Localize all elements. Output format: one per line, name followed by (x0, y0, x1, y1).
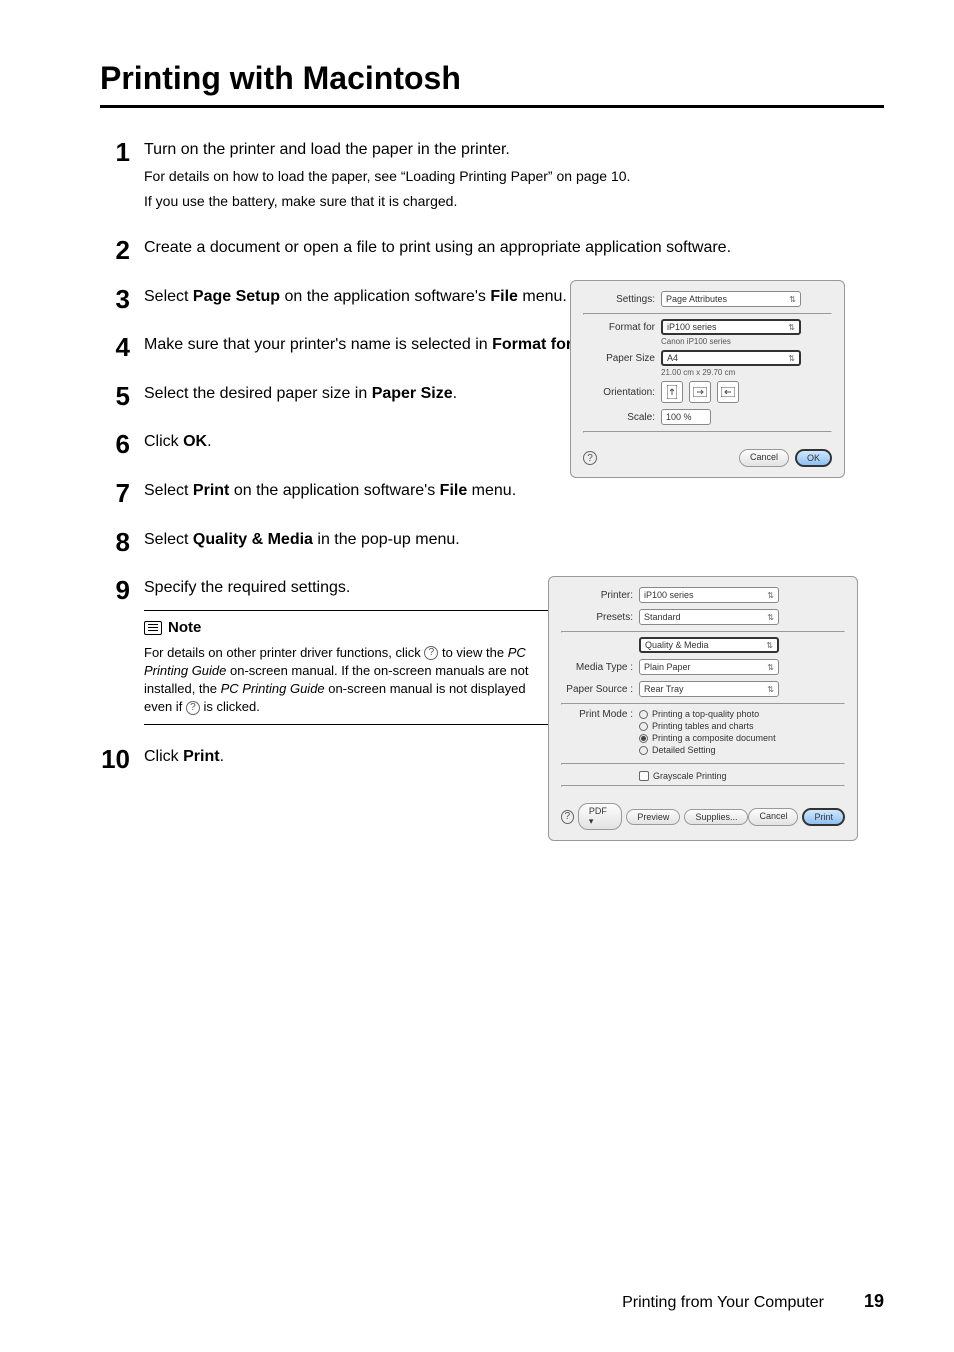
step-1: 1 Turn on the printer and load the paper… (100, 138, 884, 216)
paper-source-label: Paper Source : (561, 684, 633, 695)
cancel-button[interactable]: Cancel (748, 808, 798, 826)
media-type-select[interactable]: Plain Paper⇅ (639, 659, 779, 675)
step-number: 3 (100, 285, 144, 314)
settings-label: Settings: (583, 294, 655, 305)
format-for-select[interactable]: iP100 series⇅ (661, 319, 801, 335)
format-for-subtext: Canon iP100 series (661, 337, 832, 346)
step-number: 8 (100, 528, 144, 557)
supplies-button[interactable]: Supplies... (684, 809, 748, 825)
step-subtext: If you use the battery, make sure that i… (144, 191, 884, 212)
step-number: 9 (100, 576, 144, 725)
page-setup-dialog: Settings: Page Attributes⇅ Format for iP… (570, 280, 845, 478)
print-dialog: Printer: iP100 series⇅ Presets: Standard… (548, 576, 858, 841)
step-text: Specify the required settings. (144, 576, 584, 600)
step-number: 2 (100, 236, 144, 265)
help-icon: ? (186, 701, 200, 715)
step-text: Create a document or open a file to prin… (144, 236, 884, 260)
step-text: Select Quality & Media in the pop-up men… (144, 528, 584, 552)
settings-select[interactable]: Page Attributes⇅ (661, 291, 801, 307)
page-number: 19 (864, 1291, 884, 1312)
format-for-label: Format for (583, 322, 655, 333)
print-mode-radio-3[interactable]: Printing a composite document (639, 733, 776, 743)
step-number: 10 (100, 745, 144, 774)
page-footer: Printing from Your Computer 19 (100, 1291, 884, 1312)
note-label: Note (168, 617, 201, 640)
orientation-label: Orientation: (583, 387, 655, 398)
step-text: Select Print on the application software… (144, 479, 584, 503)
pdf-button[interactable]: PDF ▾ (578, 803, 623, 830)
print-mode-radio-1[interactable]: Printing a top-quality photo (639, 709, 776, 719)
step-text: Click OK. (144, 430, 584, 454)
step-7: 7 Select Print on the application softwa… (100, 479, 884, 508)
panel-select[interactable]: Quality & Media⇅ (639, 637, 779, 653)
step-number: 5 (100, 382, 144, 411)
media-type-label: Media Type : (561, 662, 633, 673)
print-mode-radio-2[interactable]: Printing tables and charts (639, 721, 776, 731)
footer-section: Printing from Your Computer (622, 1294, 824, 1312)
printer-select[interactable]: iP100 series⇅ (639, 587, 779, 603)
help-icon: ? (424, 646, 438, 660)
step-8: 8 Select Quality & Media in the pop-up m… (100, 528, 884, 557)
presets-select[interactable]: Standard⇅ (639, 609, 779, 625)
page-title: Printing with Macintosh (100, 60, 884, 97)
step-number: 6 (100, 430, 144, 459)
note-text: For details on other printer driver func… (144, 644, 554, 717)
cancel-button[interactable]: Cancel (739, 449, 789, 467)
step-number: 4 (100, 333, 144, 362)
print-mode-label: Print Mode : (561, 709, 633, 720)
step-subtext: For details on how to load the paper, se… (144, 166, 884, 187)
paper-size-subtext: 21.00 cm x 29.70 cm (661, 368, 832, 377)
help-icon[interactable]: ? (561, 810, 574, 824)
paper-size-label: Paper Size (583, 353, 655, 364)
print-mode-radio-4[interactable]: Detailed Setting (639, 745, 776, 755)
step-number: 7 (100, 479, 144, 508)
note-box: Note For details on other printer driver… (144, 610, 554, 725)
step-text: Select the desired paper size in Paper S… (144, 382, 584, 406)
scale-input[interactable]: 100 % (661, 409, 711, 425)
presets-label: Presets: (561, 612, 633, 623)
paper-size-select[interactable]: A4⇅ (661, 350, 801, 366)
note-icon (144, 621, 162, 635)
help-icon[interactable]: ? (583, 451, 597, 465)
grayscale-checkbox[interactable]: Grayscale Printing (639, 771, 845, 781)
step-text: Select Page Setup on the application sof… (144, 285, 584, 309)
orientation-landscape-right-button[interactable] (717, 381, 739, 403)
orientation-portrait-button[interactable] (661, 381, 683, 403)
step-text: Turn on the printer and load the paper i… (144, 138, 884, 162)
ok-button[interactable]: OK (795, 449, 832, 467)
step-text: Make sure that your printer's name is se… (144, 333, 584, 357)
printer-label: Printer: (561, 590, 633, 601)
orientation-landscape-left-button[interactable] (689, 381, 711, 403)
print-button[interactable]: Print (802, 808, 845, 826)
scale-label: Scale: (583, 412, 655, 423)
preview-button[interactable]: Preview (626, 809, 680, 825)
step-number: 1 (100, 138, 144, 216)
paper-source-select[interactable]: Rear Tray⇅ (639, 681, 779, 697)
step-text: Click Print. (144, 745, 584, 769)
step-2: 2 Create a document or open a file to pr… (100, 236, 884, 265)
title-rule (100, 105, 884, 108)
